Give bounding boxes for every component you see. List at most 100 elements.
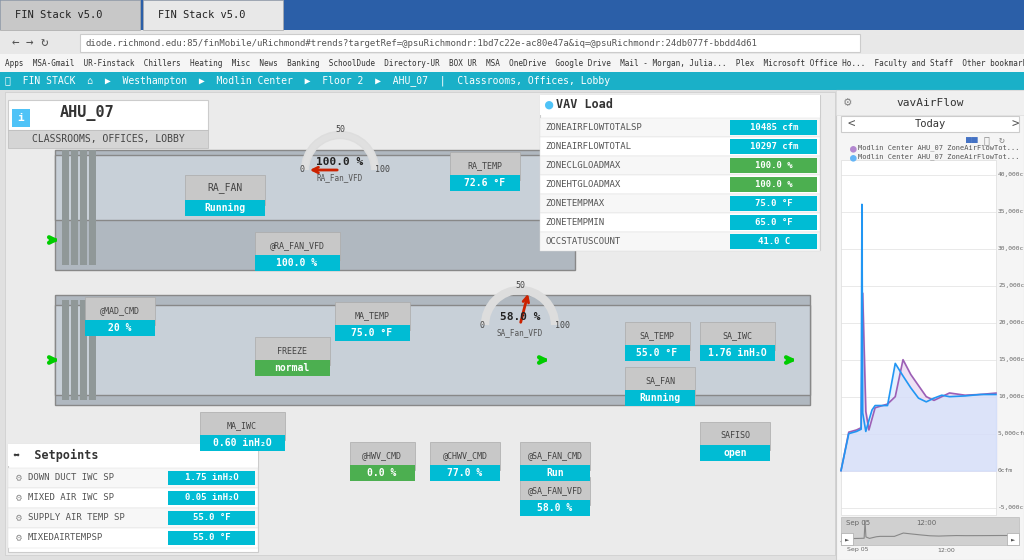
Text: Sep 05: Sep 05	[846, 520, 870, 526]
Text: ■■: ■■	[966, 135, 978, 145]
Text: 55.0 °F: 55.0 °F	[194, 534, 230, 543]
Text: 0.0 %: 0.0 %	[368, 468, 396, 478]
Bar	[540, 232, 820, 251]
Bar	[5, 92, 835, 555]
Bar	[200, 435, 285, 451]
Text: normal: normal	[274, 363, 309, 373]
Bar	[89, 150, 96, 265]
Bar	[55, 305, 810, 395]
Text: 0: 0	[300, 166, 305, 175]
Bar	[540, 118, 820, 137]
Bar	[55, 295, 810, 405]
Text: @RA_FAN_VFD: @RA_FAN_VFD	[269, 241, 325, 250]
Text: 77.0 %: 77.0 %	[447, 468, 482, 478]
Text: 30,000cfm: 30,000cfm	[998, 246, 1024, 251]
Text: 0.05 inH₂O: 0.05 inH₂O	[185, 493, 239, 502]
Bar	[335, 325, 410, 341]
Text: 12:00: 12:00	[916, 520, 936, 526]
Bar	[8, 444, 258, 552]
Bar	[520, 477, 590, 505]
Bar	[700, 345, 775, 361]
Text: 100.0 %: 100.0 %	[276, 258, 317, 268]
Bar	[0, 90, 1024, 560]
Text: ⚙: ⚙	[844, 96, 852, 110]
Bar	[540, 232, 820, 251]
Text: RA_TEMP: RA_TEMP	[468, 161, 503, 170]
Text: SAFISO: SAFISO	[720, 432, 750, 441]
Text: 0.60 inH₂O: 0.60 inH₂O	[213, 438, 271, 448]
Bar	[841, 533, 853, 545]
Bar	[700, 322, 775, 350]
Text: FIN Stack v5.0: FIN Stack v5.0	[158, 10, 246, 20]
Text: Apps  MSA-Gmail  UR-Finstack  Chillers  Heating  Misc  News  Banking  SchoolDude: Apps MSA-Gmail UR-Finstack Chillers Heat…	[5, 58, 1024, 68]
Text: 1.75 inH₂O: 1.75 inH₂O	[185, 474, 239, 483]
Text: @HWV_CMD: @HWV_CMD	[362, 451, 402, 460]
Text: ●: ●	[850, 152, 857, 162]
Text: @SA_FAN_CMD: @SA_FAN_CMD	[527, 451, 583, 460]
Text: 35,000cfm: 35,000cfm	[998, 209, 1024, 214]
Text: Modlin Center AHU_07 ZoneAirFlowTot...: Modlin Center AHU_07 ZoneAirFlowTot...	[858, 153, 1020, 160]
Bar	[520, 500, 590, 516]
Bar	[540, 95, 820, 115]
Bar	[80, 150, 87, 265]
Text: ⚙: ⚙	[16, 513, 22, 523]
Bar	[62, 150, 69, 265]
Bar	[8, 528, 258, 548]
Text: AHU_07: AHU_07	[60, 105, 115, 121]
Bar	[430, 442, 500, 470]
Bar	[8, 468, 258, 488]
Text: 75.0 °F: 75.0 °F	[755, 199, 793, 208]
Bar	[841, 517, 1019, 545]
Text: ↻: ↻	[40, 36, 47, 49]
Bar	[71, 150, 78, 265]
Text: ⬌  Setpoints: ⬌ Setpoints	[13, 449, 98, 461]
Text: Sep 05: Sep 05	[847, 548, 868, 553]
Bar	[255, 255, 340, 271]
Bar	[730, 215, 817, 230]
Bar	[540, 137, 820, 156]
Bar	[700, 422, 770, 450]
Text: ←: ←	[12, 36, 19, 49]
Text: diode.richmond.edu:85/finMobile/uRichmond#trends?targetRef=@psuRichmondr:1bd7c22: diode.richmond.edu:85/finMobile/uRichmon…	[85, 39, 757, 48]
Bar	[540, 95, 820, 250]
Text: ⚙: ⚙	[16, 533, 22, 543]
Text: RA_Fan_VFD: RA_Fan_VFD	[316, 174, 364, 183]
Text: 50: 50	[515, 281, 525, 290]
Text: →: →	[26, 36, 34, 49]
Bar	[540, 175, 820, 194]
Text: ►: ►	[845, 536, 849, 542]
Bar	[185, 175, 265, 205]
Text: ↻: ↻	[999, 135, 1005, 145]
Bar	[8, 468, 258, 488]
Text: ⚙: ⚙	[16, 473, 22, 483]
Text: Today: Today	[914, 119, 945, 129]
Text: DOWN DUCT IWC SP: DOWN DUCT IWC SP	[28, 474, 114, 483]
Bar	[89, 300, 96, 400]
Bar	[168, 531, 255, 545]
Bar	[540, 213, 820, 232]
Bar	[836, 90, 1024, 115]
Bar	[625, 322, 690, 350]
Text: <: <	[848, 118, 855, 130]
Bar	[8, 444, 258, 466]
Text: 55.0 °F: 55.0 °F	[637, 348, 678, 358]
Text: SUPPLY AIR TEMP SP: SUPPLY AIR TEMP SP	[28, 514, 125, 522]
Bar	[8, 528, 258, 548]
Text: 41.0 C: 41.0 C	[758, 237, 791, 246]
Text: 40,000cfm: 40,000cfm	[998, 172, 1024, 178]
Bar	[0, 0, 1024, 30]
Bar	[430, 465, 500, 481]
Bar	[540, 175, 820, 194]
Text: 5,000cfm: 5,000cfm	[998, 431, 1024, 436]
Bar	[8, 508, 258, 528]
Text: ☰: ☰	[984, 135, 990, 145]
Bar	[71, 300, 78, 400]
Bar	[8, 130, 208, 148]
Text: 10485 cfm: 10485 cfm	[750, 123, 798, 132]
Text: 72.6 °F: 72.6 °F	[465, 178, 506, 188]
Bar	[1007, 533, 1019, 545]
Text: ⚙: ⚙	[16, 493, 22, 503]
Bar	[520, 442, 590, 470]
Bar	[700, 445, 770, 461]
Bar	[540, 194, 820, 213]
